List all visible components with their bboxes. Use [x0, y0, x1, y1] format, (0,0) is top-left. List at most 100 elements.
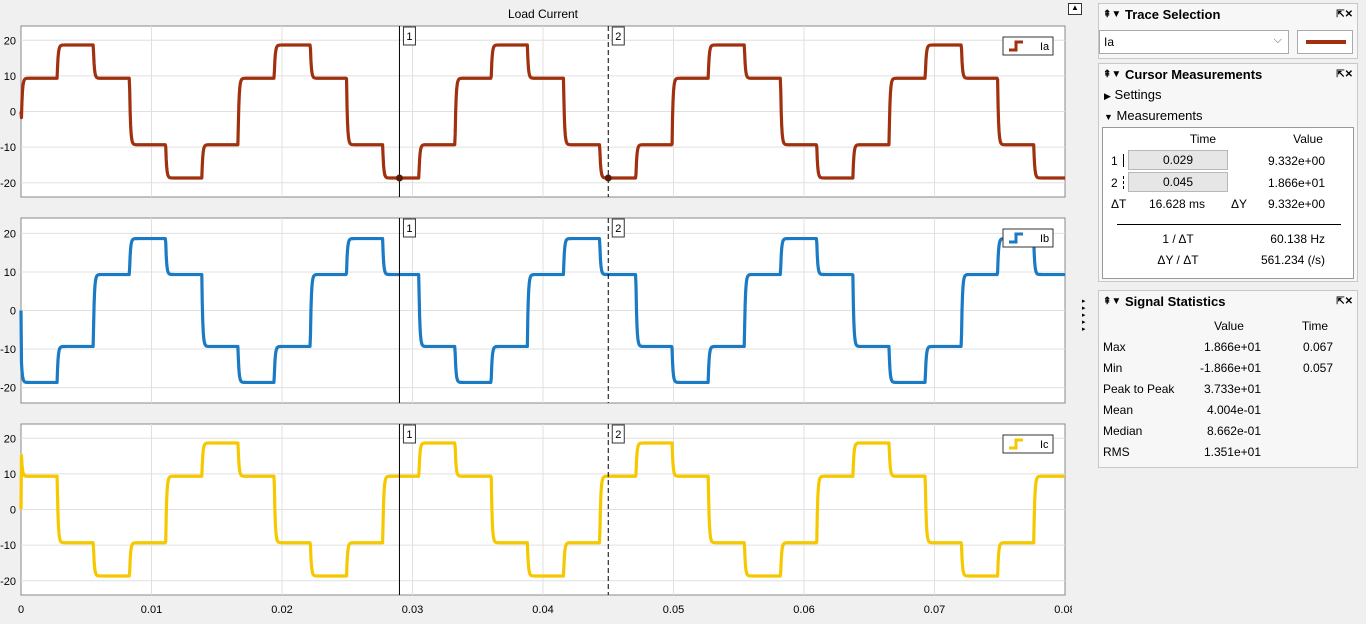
cursor-1-tag[interactable] [402, 26, 416, 46]
stat-value: 3.733e+01 [1203, 382, 1261, 396]
y-tick-label: 20 [4, 35, 16, 47]
y-tick-label: 10 [4, 469, 16, 481]
cursor-2-tag-label: 2 [615, 429, 621, 441]
x-tick-label: 0 [18, 604, 24, 616]
settings-label: Settings [1114, 87, 1162, 102]
stat-time: 0.067 [1302, 340, 1333, 354]
y-tick-label: -10 [0, 344, 16, 356]
col-value-header: Value [1293, 132, 1323, 146]
close-icon[interactable]: ⇱✕ [1336, 68, 1353, 80]
divider [1117, 224, 1341, 225]
stats-col-time-header: Time [1301, 319, 1329, 333]
y-tick-label: -10 [0, 142, 16, 154]
stat-value: 1.866e+01 [1203, 340, 1261, 354]
y-tick-label: 10 [4, 71, 16, 83]
legend-swatch [1009, 40, 1023, 52]
stat-label: Median [1103, 424, 1143, 438]
triangle-down-icon: ▼ [1104, 112, 1113, 122]
x-tick-label: 0.02 [271, 604, 292, 616]
pin-icon[interactable]: ⇞▼ [1103, 295, 1122, 307]
legend-label-ic: Ic [1040, 439, 1049, 451]
cursor-1-tag-label: 1 [406, 31, 412, 43]
cursor-2-tag[interactable] [611, 218, 625, 238]
y-tick-label: 0 [10, 107, 16, 119]
undock-icon[interactable]: ▲ [1068, 3, 1082, 15]
trace-select-value: Ia [1104, 35, 1115, 49]
dt-value: 16.628 ms [1149, 197, 1206, 211]
settings-toggle[interactable]: ▶ Settings [1104, 87, 1162, 102]
panel-collapse-icon[interactable]: ▸ ▸ ▸ ▸ ▸ [1082, 298, 1086, 333]
cursor-1-tag[interactable] [402, 218, 416, 238]
cursor-measurements-panel: ⇞▼ Cursor Measurements ⇱✕ ▶ Settings ▼ M… [1098, 63, 1358, 282]
stat-label: RMS [1103, 445, 1130, 459]
y-tick-label: -20 [0, 383, 16, 395]
stat-label: Mean [1103, 403, 1134, 417]
cursor-2-tag-label: 2 [615, 223, 621, 235]
stat-label: Max [1103, 340, 1126, 354]
close-icon[interactable]: ⇱✕ [1336, 8, 1353, 20]
cursor2-value: 1.866e+01 [1267, 176, 1325, 190]
y-tick-label: 0 [10, 505, 16, 517]
measurements-box: Time Value 1 0.029 9.332e+00 2 0.045 1.8… [1102, 127, 1354, 279]
cursor1-label: 1 [1111, 154, 1118, 168]
cursor2-time[interactable]: 0.045 [1128, 172, 1228, 192]
x-tick-label: 0.04 [532, 604, 553, 616]
stats-col-value-header: Value [1214, 319, 1244, 333]
col-time-header: Time [1189, 132, 1217, 146]
y-tick-label: 20 [4, 228, 16, 240]
dy-value: 9.332e+00 [1267, 197, 1325, 211]
cursor2-label: 2 [1111, 176, 1118, 190]
cursor-1-tag[interactable] [402, 424, 416, 444]
inv-dt-label: 1 / ΔT [1162, 232, 1194, 246]
stat-label: Peak to Peak [1103, 382, 1175, 396]
pin-icon[interactable]: ⇞▼ [1103, 68, 1122, 80]
y-tick-label: 0 [10, 306, 16, 318]
cursor2-marker [1123, 176, 1124, 189]
cursor-2-marker [604, 174, 612, 182]
measurements-toggle[interactable]: ▼ Measurements [1104, 108, 1203, 123]
stat-value: 4.004e-01 [1206, 403, 1261, 417]
close-icon[interactable]: ⇱✕ [1336, 295, 1353, 307]
dy-dt-label: ΔY / ΔT [1157, 253, 1199, 267]
cursor-1-tag-label: 1 [406, 429, 412, 441]
stat-value: -1.866e+01 [1199, 361, 1261, 375]
triangle-right-icon: ▶ [1104, 91, 1111, 101]
dt-label: ΔT [1111, 197, 1127, 211]
cursor-1-marker [395, 174, 403, 182]
cursor-2-tag[interactable] [611, 424, 625, 444]
signal-statistics-title: Signal Statistics [1125, 293, 1226, 309]
chart-title: Load Current [508, 7, 579, 21]
series-line-ib [19, 236, 1067, 385]
dy-label: ΔY [1231, 197, 1248, 211]
stat-time: 0.057 [1302, 361, 1333, 375]
cursor-1-tag-label: 1 [406, 223, 412, 235]
cursor1-marker [1123, 154, 1124, 167]
inv-dt-value: 60.138 Hz [1270, 232, 1325, 246]
y-tick-label: 10 [4, 267, 16, 279]
cursor1-value: 9.332e+00 [1267, 154, 1325, 168]
series-line-ic [19, 441, 1067, 578]
y-tick-label: -20 [0, 576, 16, 588]
trace-selection-panel: ⇞▼ Trace Selection ⇱✕ Ia ⌵ [1098, 3, 1358, 59]
cursor-2-tag-label: 2 [615, 31, 621, 43]
legend-label-ia: Ia [1040, 41, 1050, 53]
legend-swatch [1009, 438, 1023, 450]
stat-value: 1.351e+01 [1203, 445, 1261, 459]
stat-value: 8.662e-01 [1206, 424, 1261, 438]
cursor-measurements-title: Cursor Measurements [1125, 66, 1263, 82]
trace-select[interactable]: Ia ⌵ [1099, 30, 1289, 54]
y-tick-label: -20 [0, 178, 16, 190]
trace-color-button[interactable] [1297, 30, 1353, 54]
pin-icon[interactable]: ⇞▼ [1103, 8, 1122, 20]
cursor1-time[interactable]: 0.029 [1128, 150, 1228, 170]
legend-swatch [1009, 232, 1023, 244]
trace-color-swatch [1306, 40, 1346, 44]
cursor-2-tag[interactable] [611, 26, 625, 46]
x-tick-label: 0.03 [402, 604, 423, 616]
trace-selection-title: Trace Selection [1125, 6, 1221, 22]
signal-statistics-panel: ⇞▼ Signal Statistics ⇱✕ Value Time Max 1.… [1098, 290, 1358, 468]
x-tick-label: 0.06 [793, 604, 814, 616]
stat-label: Min [1103, 361, 1123, 375]
series-line-ia [19, 43, 1067, 180]
